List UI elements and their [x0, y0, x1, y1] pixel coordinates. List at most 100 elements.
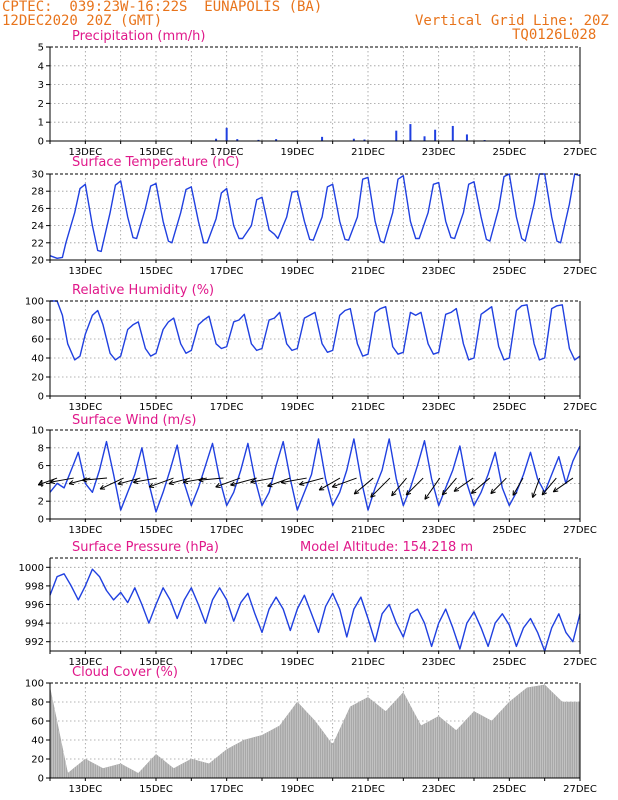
wind-arrow: [471, 477, 491, 494]
wind-xtick-label: 27DEC: [563, 525, 597, 536]
wind-arrow: [68, 477, 91, 485]
wind-arrow: [168, 477, 191, 485]
rh-title: Relative Humidity (%): [72, 283, 215, 298]
temp-xtick-label: 17DEC: [210, 266, 244, 277]
pressure-xtick-label: 17DEC: [210, 657, 244, 668]
wind-arrow-head: [512, 492, 518, 496]
wind-arrow: [183, 477, 207, 483]
wind-arrow-head: [198, 479, 204, 483]
rh-ytick-label: 40: [31, 354, 44, 365]
precip-bar: [257, 139, 260, 141]
wind-arrow-head: [470, 488, 474, 494]
precip-ytick-label: 5: [38, 43, 44, 54]
precip-title: Precipitation (mm/h): [72, 29, 206, 44]
wind-arrow-head: [490, 491, 496, 495]
rh-ytick-label: 60: [31, 335, 44, 346]
wind-arrow: [49, 477, 74, 483]
wind-arrow: [148, 477, 174, 488]
cloud-xtick-label: 21DEC: [351, 784, 385, 795]
wind-arrow: [453, 477, 474, 492]
precip-ytick-label: 4: [38, 61, 44, 72]
precip-bar: [434, 129, 437, 141]
wind-arrow: [353, 477, 374, 495]
temp-xtick-label: 23DEC: [422, 266, 456, 277]
wind-arrow-head: [49, 481, 56, 485]
wind-arrow-head: [230, 481, 235, 486]
wind-arrow: [370, 477, 391, 498]
wind-arrow-head: [99, 484, 104, 490]
wind-arrow: [405, 477, 424, 496]
pressure-xtick-label: 25DEC: [492, 657, 526, 668]
precip-bar: [395, 130, 398, 141]
wind-arrow-head: [370, 495, 376, 498]
temp-ytick-label: 30: [31, 170, 44, 181]
wind-arrow: [133, 477, 157, 483]
pressure-ytick-label: 992: [25, 637, 44, 648]
wind-arrow-head: [69, 483, 75, 486]
temp-ytick-label: 28: [31, 187, 44, 198]
wind-arrow-head: [490, 488, 493, 494]
wind-arrow-head: [541, 489, 544, 496]
wind-arrow: [299, 477, 324, 485]
wind-arrow-head: [331, 483, 337, 488]
cloud-ytick-label: 80: [31, 698, 44, 709]
cloud-xtick-label: 25DEC: [492, 784, 526, 795]
precip-ytick-label: 0: [38, 137, 44, 148]
rh-ytick-label: 20: [31, 373, 44, 384]
cloud-xtick-label: 15DEC: [139, 784, 173, 795]
rh-xtick-label: 15DEC: [139, 402, 173, 413]
rh-series-line: [50, 300, 581, 361]
wind-arrow-head: [182, 478, 188, 483]
wind-arrow: [391, 477, 407, 497]
wind-arrow-head: [332, 486, 338, 488]
wind-arrow-head: [405, 490, 409, 496]
wind-ytick-label: 0: [38, 515, 44, 526]
rh-xtick-label: 13DEC: [68, 402, 102, 413]
wind-arrow-head: [299, 480, 304, 485]
temp-ytick-label: 24: [31, 221, 44, 232]
wind-xtick-label: 17DEC: [210, 525, 244, 536]
wind-arrow: [250, 477, 274, 483]
wind-arrow-head: [49, 478, 55, 483]
rh-xtick-label: 19DEC: [280, 402, 314, 413]
rh-xtick-label: 17DEC: [210, 402, 244, 413]
wind-arrow-head: [454, 490, 460, 492]
wind-ytick-label: 8: [38, 443, 44, 454]
temp-xtick-label: 13DEC: [68, 266, 102, 277]
wind-arrow: [532, 477, 541, 498]
pressure-ytick-label: 1000: [19, 563, 44, 574]
precip-ytick-label: 2: [38, 99, 44, 110]
wind-arrow: [541, 477, 557, 496]
wind-arrow-head: [37, 480, 43, 486]
wind-arrow: [441, 477, 457, 496]
wind-arrow: [198, 477, 224, 481]
precip-xtick-label: 17DEC: [210, 147, 244, 158]
pressure-series-line: [49, 568, 581, 652]
wind-arrow-head: [424, 494, 427, 500]
header-datetime: 12DEC2020 20Z (GMT): [2, 13, 163, 29]
temp-title: Surface Temperature (nC): [72, 155, 240, 170]
wind-arrow-head: [250, 481, 256, 484]
wind-xtick-label: 19DEC: [280, 525, 314, 536]
wind-arrow-head: [453, 486, 457, 492]
wind-arrow-head: [38, 484, 44, 486]
wind-arrow-head: [541, 492, 547, 496]
cloud-xtick-label: 23DEC: [422, 784, 456, 795]
temp-ytick-label: 20: [31, 256, 44, 267]
rh-xtick-label: 27DEC: [563, 402, 597, 413]
precip-bar: [236, 139, 239, 141]
temp-ytick-label: 26: [31, 204, 44, 215]
temp-xtick-label: 19DEC: [280, 266, 314, 277]
wind-arrow-head: [391, 493, 397, 497]
wind-arrow-head: [82, 477, 87, 481]
wind-xtick-label: 21DEC: [351, 525, 385, 536]
pressure-xtick-label: 27DEC: [563, 657, 597, 668]
wind-arrow-head: [132, 478, 138, 483]
wind-arrow: [490, 477, 507, 494]
temp-xtick-label: 21DEC: [351, 266, 385, 277]
rh-ytick-label: 100: [25, 297, 44, 308]
wind-arrow: [215, 477, 241, 488]
precip-bar: [215, 138, 218, 141]
header-code: TQ0126L028: [512, 27, 597, 43]
precip-ytick-label: 3: [38, 80, 44, 91]
